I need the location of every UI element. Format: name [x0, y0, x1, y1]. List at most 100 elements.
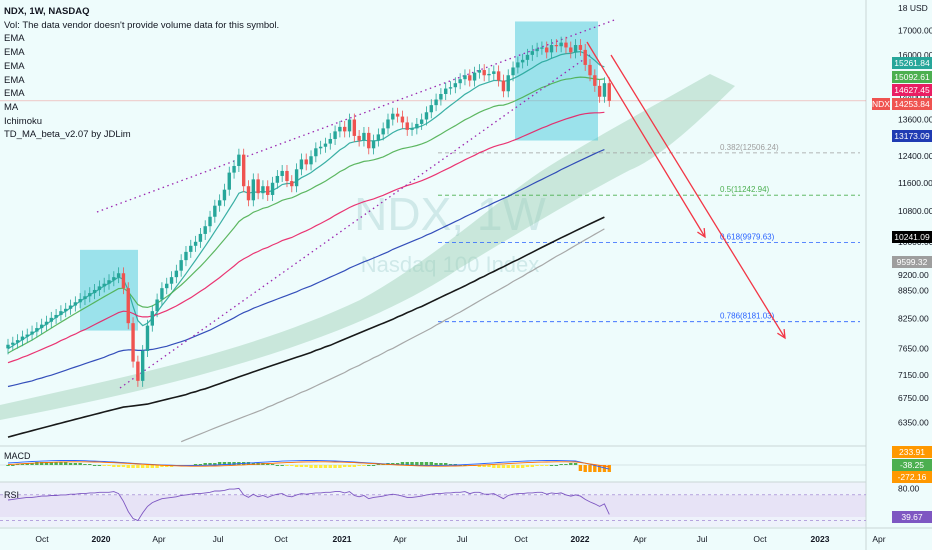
candle[interactable] — [256, 173, 260, 200]
candle[interactable] — [516, 56, 520, 74]
candle[interactable] — [198, 228, 203, 248]
candle[interactable] — [232, 160, 236, 179]
candle[interactable] — [318, 140, 323, 155]
candle[interactable] — [251, 173, 256, 207]
candle[interactable] — [97, 280, 102, 296]
candle[interactable] — [607, 77, 611, 107]
candle[interactable] — [107, 274, 111, 290]
candle[interactable] — [73, 296, 78, 312]
candle[interactable] — [241, 148, 246, 193]
candle[interactable] — [376, 128, 381, 147]
price-badge[interactable]: 15092.61 — [892, 71, 932, 83]
symbol-title[interactable]: NDX, 1W, NASDAQ — [4, 6, 90, 17]
candle[interactable] — [112, 271, 116, 287]
candle[interactable] — [155, 293, 159, 318]
candle[interactable] — [189, 239, 193, 258]
target-arrow-1[interactable] — [586, 41, 706, 239]
candle[interactable] — [381, 122, 385, 141]
candle[interactable] — [520, 53, 525, 69]
candle[interactable] — [208, 210, 212, 233]
candle[interactable] — [25, 328, 29, 343]
candle[interactable] — [323, 137, 328, 153]
candle[interactable] — [352, 113, 357, 142]
candle[interactable] — [179, 254, 183, 277]
candle[interactable] — [169, 271, 174, 290]
candle[interactable] — [116, 267, 121, 284]
candle[interactable] — [386, 113, 390, 135]
candle[interactable] — [424, 106, 429, 126]
candle[interactable] — [184, 245, 188, 267]
candle[interactable] — [136, 355, 140, 387]
candle[interactable] — [482, 64, 486, 82]
candle[interactable] — [530, 45, 534, 61]
candle[interactable] — [477, 64, 482, 79]
candle[interactable] — [569, 41, 573, 59]
candle[interactable] — [68, 299, 73, 315]
candle[interactable] — [463, 69, 467, 86]
candle[interactable] — [261, 180, 265, 200]
candle[interactable] — [415, 117, 419, 135]
candle[interactable] — [213, 199, 217, 223]
candle[interactable] — [367, 126, 371, 155]
candle[interactable] — [227, 166, 231, 196]
candle[interactable] — [357, 129, 361, 147]
candle[interactable] — [501, 74, 506, 98]
candle[interactable] — [458, 73, 462, 90]
candle[interactable] — [578, 39, 583, 56]
candle[interactable] — [140, 345, 145, 387]
candle[interactable] — [362, 126, 366, 147]
target-arrow-2[interactable] — [610, 54, 786, 340]
candle[interactable] — [165, 277, 169, 295]
candle[interactable] — [333, 125, 337, 145]
candle[interactable] — [160, 282, 164, 306]
candle[interactable] — [92, 284, 97, 300]
candle[interactable] — [525, 48, 530, 66]
candle[interactable] — [439, 88, 443, 106]
candle[interactable] — [511, 61, 515, 82]
candle[interactable] — [39, 318, 44, 335]
candle[interactable] — [126, 282, 130, 330]
indicator-ema-5[interactable]: EMA — [4, 88, 25, 100]
candle[interactable] — [78, 293, 82, 309]
candle[interactable] — [535, 42, 539, 58]
price-badge[interactable]: 15261.84 — [892, 57, 932, 69]
candle[interactable] — [88, 287, 92, 303]
candle[interactable] — [444, 82, 448, 101]
candle[interactable] — [145, 319, 150, 357]
candle[interactable] — [338, 120, 342, 138]
candle[interactable] — [405, 116, 409, 136]
candle[interactable] — [597, 79, 602, 103]
candle[interactable] — [6, 338, 10, 355]
candle[interactable] — [59, 305, 63, 321]
candle[interactable] — [593, 69, 597, 92]
candle[interactable] — [270, 176, 275, 201]
rsi-pane-label[interactable]: RSI — [4, 490, 20, 500]
candle[interactable] — [150, 305, 154, 332]
candle[interactable] — [11, 336, 15, 351]
candle[interactable] — [294, 163, 299, 193]
candle[interactable] — [487, 68, 491, 82]
candle[interactable] — [203, 220, 207, 240]
candle[interactable] — [237, 148, 241, 172]
candle[interactable] — [564, 36, 568, 54]
candle[interactable] — [222, 183, 227, 207]
candle[interactable] — [285, 165, 289, 188]
candle[interactable] — [453, 77, 458, 94]
candle[interactable] — [545, 41, 549, 59]
candle[interactable] — [275, 170, 280, 189]
candle[interactable] — [429, 99, 433, 119]
candle[interactable] — [131, 317, 135, 368]
candle[interactable] — [419, 113, 424, 130]
candle[interactable] — [559, 36, 563, 53]
price-badge[interactable]: 9599.32 — [892, 256, 932, 268]
candle[interactable] — [549, 39, 554, 59]
candle[interactable] — [468, 69, 472, 87]
candle[interactable] — [400, 110, 405, 129]
candle[interactable] — [434, 93, 438, 112]
candle[interactable] — [395, 107, 400, 123]
candle[interactable] — [49, 311, 53, 328]
candle[interactable] — [347, 113, 352, 138]
candle[interactable] — [102, 277, 106, 293]
price-badge[interactable]: 10241.09 — [892, 231, 932, 243]
